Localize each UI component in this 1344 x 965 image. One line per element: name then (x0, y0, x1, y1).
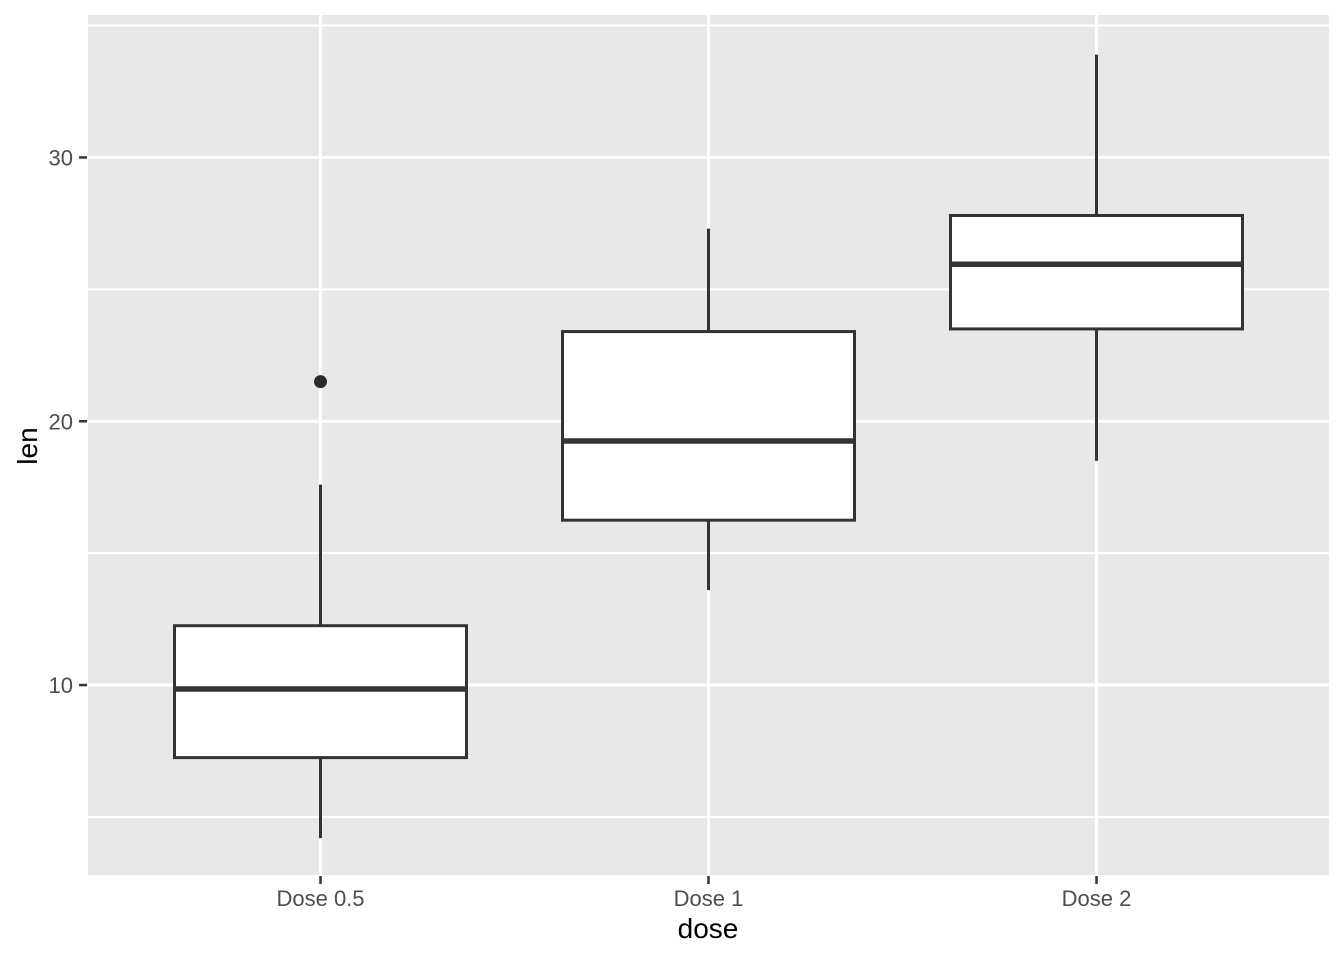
y-axis-title: len (12, 427, 43, 464)
x-tick-label: Dose 0.5 (276, 886, 364, 911)
y-tick-label: 20 (49, 409, 73, 434)
axis-tick-marks (79, 156, 1098, 884)
y-tick-label: 30 (49, 145, 73, 170)
x-tick-label: Dose 2 (1062, 886, 1132, 911)
x-axis-title: dose (678, 913, 739, 944)
x-tick-label: Dose 1 (674, 886, 744, 911)
boxplot-box (949, 213, 1244, 331)
y-tick-label: 10 (49, 673, 73, 698)
axis-tick-labels: 10 20 30 Dose 0.5 Dose 1 Dose 2 (49, 145, 1132, 911)
boxplots (173, 54, 1244, 839)
outlier-point (314, 375, 327, 389)
boxplot-box (561, 330, 856, 522)
